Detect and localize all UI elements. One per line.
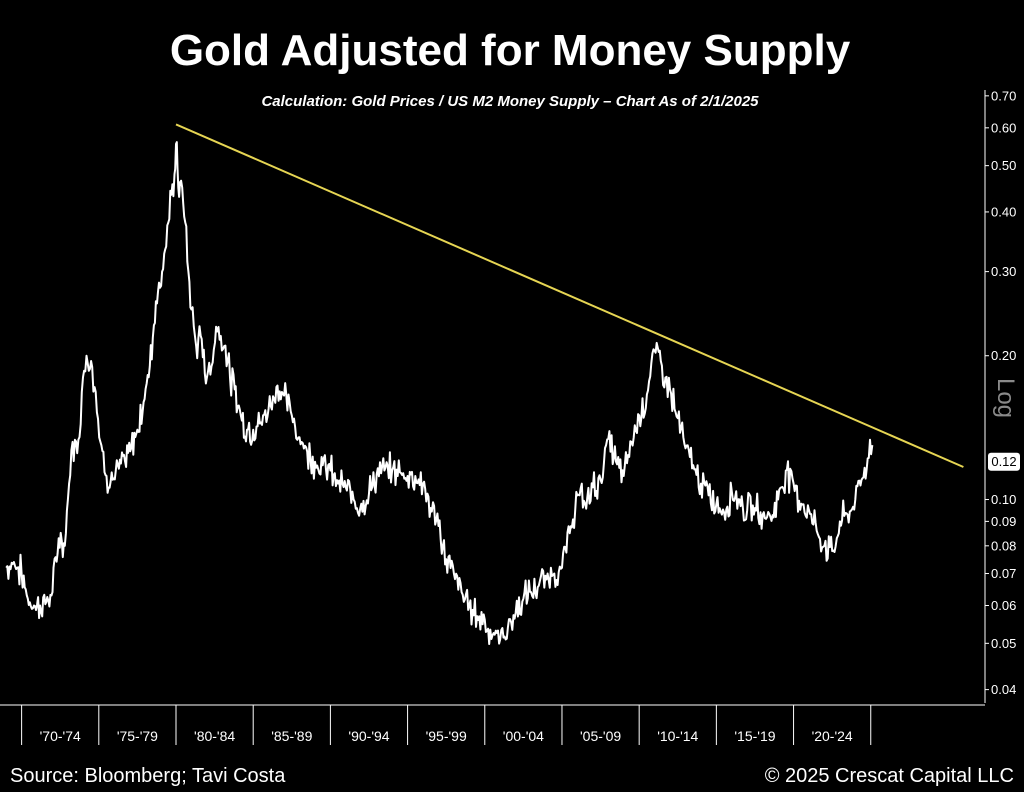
- y-tick-label: 0.50: [991, 158, 1016, 173]
- x-tick-label: '90-'94: [348, 728, 389, 744]
- y-tick-label: 0.09: [991, 514, 1016, 529]
- x-tick-label: '70-'74: [40, 728, 81, 744]
- y-tick-label: 0.20: [991, 348, 1016, 363]
- x-tick-label: '80-'84: [194, 728, 235, 744]
- x-tick-label: '15-'19: [734, 728, 775, 744]
- y-tick-label: 0.60: [991, 120, 1016, 135]
- y-tick-label: 0.30: [991, 264, 1016, 279]
- y-tick-label: 0.70: [991, 88, 1016, 103]
- x-tick-label: '85-'89: [271, 728, 312, 744]
- source-note: Source: Bloomberg; Tavi Costa: [10, 765, 286, 787]
- y-tick-label: 0.07: [991, 566, 1016, 581]
- x-tick-label: '95-'99: [426, 728, 467, 744]
- current-value-badge: 0.12: [988, 452, 1020, 471]
- y-tick-label: 0.40: [991, 204, 1016, 219]
- x-tick-label: '10-'14: [657, 728, 698, 744]
- resistance-trendline: [175, 123, 964, 468]
- x-tick-label: '00-'04: [503, 728, 544, 744]
- x-axis: '70-'74 '75-'79 '80-'84 '85-'89 '90-'94 '95-'…: [0, 704, 985, 745]
- gold-m2-series-line: [5, 141, 874, 645]
- current-value-label: 0.12: [991, 454, 1016, 469]
- y-tick-label: 0.10: [991, 492, 1016, 507]
- x-tick-label: '05-'09: [580, 728, 621, 744]
- plot-area: [5, 123, 964, 645]
- y-axis: 0.70 0.60 0.50 0.40 0.30 0.20 0.10 0.09 0.08 0.07…: [984, 88, 1016, 703]
- x-tick-label: '20-'24: [812, 728, 853, 744]
- y-tick-label: 0.08: [991, 538, 1016, 553]
- y-tick-label: 0.06: [991, 598, 1016, 613]
- copyright-note: © 2025 Crescat Capital LLC: [765, 765, 1014, 787]
- current-value-box: [988, 452, 1020, 471]
- y-tick-label: 0.05: [991, 636, 1016, 651]
- chart-title: Gold Adjusted for Money Supply: [170, 26, 851, 75]
- x-tick-label: '75-'79: [117, 728, 158, 744]
- y-axis-label: Log: [992, 378, 1019, 418]
- chart-subtitle: Calculation: Gold Prices / US M2 Money S…: [261, 93, 759, 110]
- y-tick-label: 0.04: [991, 682, 1016, 697]
